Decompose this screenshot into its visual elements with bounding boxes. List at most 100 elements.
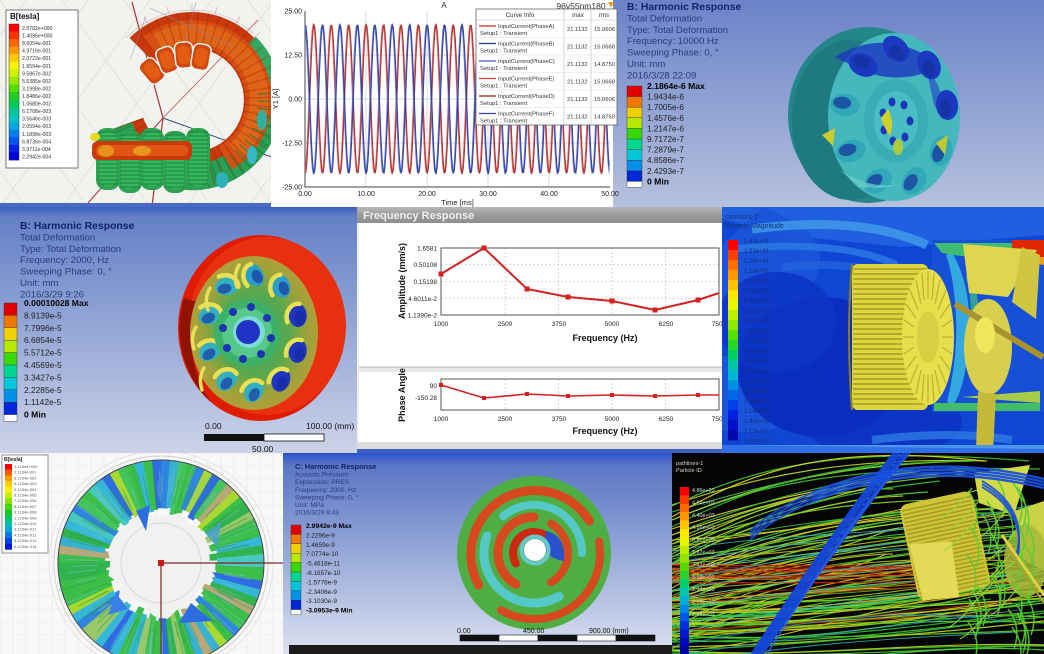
- svg-text:Particle ID: Particle ID: [676, 468, 702, 474]
- svg-text:3.5646e-003: 3.5646e-003: [22, 117, 51, 123]
- svg-text:Unit: mm: Unit: mm: [627, 59, 665, 70]
- svg-text:1.6594e-001: 1.6594e-001: [22, 64, 51, 70]
- svg-text:-150.28: -150.28: [415, 395, 437, 402]
- svg-text:2.5782e+000: 2.5782e+000: [22, 26, 53, 32]
- svg-text:Phase Angle: Phase Angle: [397, 368, 407, 422]
- svg-text:1.1142e-5: 1.1142e-5: [24, 397, 61, 407]
- svg-text:7.83e+00: 7.83e+00: [744, 329, 770, 335]
- svg-text:6250: 6250: [659, 321, 674, 328]
- svg-text:2.0722e-001: 2.0722e-001: [22, 56, 51, 62]
- svg-text:3750: 3750: [552, 321, 567, 328]
- svg-text:1.4659e-9: 1.4659e-9: [306, 542, 335, 549]
- svg-text:21.1132: 21.1132: [567, 62, 588, 68]
- svg-text:450.00: 450.00: [523, 628, 545, 635]
- svg-text:Setup1 : Transient: Setup1 : Transient: [480, 84, 527, 90]
- svg-text:4.16e+03: 4.16e+03: [692, 525, 715, 531]
- svg-text:15.0668: 15.0668: [594, 45, 615, 51]
- svg-text:21.1132: 21.1132: [567, 27, 588, 33]
- svg-text:10.00: 10.00: [357, 191, 375, 198]
- svg-text:-8.1657e-10: -8.1657e-10: [306, 570, 341, 577]
- svg-text:1.42e+00: 1.42e+00: [744, 419, 770, 425]
- svg-text:4.6011e-2: 4.6011e-2: [408, 296, 437, 303]
- svg-text:8.9139e-5: 8.9139e-5: [24, 310, 62, 320]
- svg-text:1.1390e-2: 1.1390e-2: [408, 313, 438, 320]
- svg-text:0.00e+00: 0.00e+00: [744, 439, 770, 445]
- svg-text:9.25e+00: 9.25e+00: [744, 309, 770, 315]
- svg-text:contours-2: contours-2: [725, 214, 758, 221]
- svg-text:14.8750: 14.8750: [594, 62, 615, 68]
- svg-text:2500: 2500: [498, 321, 513, 328]
- svg-text:Frequency (Hz): Frequency (Hz): [572, 333, 637, 343]
- svg-text:7.12e-01: 7.12e-01: [744, 429, 768, 435]
- svg-text:0.50108: 0.50108: [414, 262, 438, 269]
- svg-text:3.67e+03: 3.67e+03: [692, 550, 715, 556]
- svg-text:9.7172e-7: 9.7172e-7: [647, 135, 684, 144]
- svg-text:Amplitude (mm/s): Amplitude (mm/s): [397, 243, 407, 319]
- svg-text:2.94e+03: 2.94e+03: [692, 587, 715, 593]
- svg-text:Frequency: 2000, Hz: Frequency: 2000, Hz: [20, 255, 109, 266]
- svg-text:40.00: 40.00: [540, 191, 558, 198]
- svg-text:7.0774e-10: 7.0774e-10: [306, 551, 339, 558]
- svg-text:3.9711e-004: 3.9711e-004: [22, 147, 51, 153]
- svg-text:9.5867e-002: 9.5867e-002: [22, 71, 51, 77]
- svg-text:0.00: 0.00: [457, 628, 471, 635]
- svg-text:Type: Total Deformation: Type: Total Deformation: [20, 244, 121, 255]
- svg-text:4.1234e-003: 4.1234e-003: [14, 481, 37, 486]
- svg-text:-25.00: -25.00: [282, 185, 302, 192]
- svg-text:2.9942e-9 Max: 2.9942e-9 Max: [306, 523, 352, 530]
- svg-text:3750: 3750: [552, 416, 567, 423]
- svg-text:2016/3/29 9:43: 2016/3/29 9:43: [295, 510, 339, 517]
- svg-text:6.6854e-5: 6.6854e-5: [24, 335, 62, 345]
- svg-text:8.54e+00: 8.54e+00: [744, 319, 770, 325]
- svg-text:15.0668: 15.0668: [594, 80, 615, 86]
- svg-text:Setup1 : Transient: Setup1 : Transient: [480, 101, 527, 107]
- svg-text:21.1132: 21.1132: [567, 97, 588, 103]
- svg-text:15.0606: 15.0606: [594, 27, 615, 33]
- svg-text:0 Min: 0 Min: [24, 410, 46, 420]
- svg-text:2.45e+03: 2.45e+03: [692, 612, 715, 618]
- svg-text:4.40e+03: 4.40e+03: [692, 513, 715, 519]
- svg-text:5000: 5000: [605, 416, 620, 423]
- svg-text:5.1234e-013: 5.1234e-013: [14, 538, 37, 543]
- svg-text:3.91e+03: 3.91e+03: [692, 538, 715, 544]
- svg-text:7.1234e-006: 7.1234e-006: [14, 498, 37, 503]
- svg-text:8.6054e-001: 8.6054e-001: [22, 41, 51, 47]
- svg-text:Sweeping Phase: 0, °: Sweeping Phase: 0, °: [295, 493, 358, 501]
- svg-text:6.8736e-004: 6.8736e-004: [22, 139, 51, 145]
- svg-text:-1.5776e-9: -1.5776e-9: [306, 579, 337, 586]
- svg-text:1.2147e-6: 1.2147e-6: [647, 124, 684, 133]
- svg-text:-3.0953e-9 Min: -3.0953e-9 Min: [306, 608, 352, 615]
- svg-text:6.1234e-014: 6.1234e-014: [14, 544, 37, 549]
- svg-text:3.1234e-011: 3.1234e-011: [14, 527, 37, 532]
- svg-text:1.4095e+000: 1.4095e+000: [22, 34, 53, 40]
- svg-text:14.8750: 14.8750: [594, 115, 615, 121]
- svg-text:Setup1 : Transient: Setup1 : Transient: [480, 66, 527, 72]
- svg-text:2016/3/29 9:26: 2016/3/29 9:26: [20, 289, 84, 300]
- svg-text:2500: 2500: [498, 416, 513, 423]
- svg-text:-5.4618e-11: -5.4618e-11: [306, 561, 340, 568]
- svg-text:90: 90: [430, 383, 438, 390]
- svg-text:6250: 6250: [659, 416, 674, 423]
- svg-text:Total Deformation: Total Deformation: [20, 232, 95, 243]
- svg-text:2.1234e-010: 2.1234e-010: [14, 521, 37, 526]
- svg-text:Frequency (Hz): Frequency (Hz): [572, 426, 637, 436]
- svg-text:1000: 1000: [434, 321, 449, 328]
- svg-text:pathlines-1: pathlines-1: [676, 461, 703, 467]
- svg-text:1.1898e-003: 1.1898e-003: [22, 132, 51, 138]
- svg-text:1.26e+01: 1.26e+01: [744, 259, 770, 265]
- svg-text:2.14e+00: 2.14e+00: [744, 409, 770, 415]
- svg-text:3.42e+03: 3.42e+03: [692, 562, 715, 568]
- svg-text:-2.3406e-9: -2.3406e-9: [306, 589, 337, 596]
- svg-text:Sweeping Phase: 0, °: Sweeping Phase: 0, °: [627, 48, 719, 59]
- svg-text:2.1234e-001: 2.1234e-001: [14, 470, 37, 475]
- svg-text:7.7996e-5: 7.7996e-5: [24, 323, 62, 333]
- svg-text:Unit: MPa: Unit: MPa: [295, 502, 324, 509]
- svg-text:Setup1 : Transient: Setup1 : Transient: [480, 31, 527, 37]
- svg-text:Frequency: 10000 Hz: Frequency: 10000 Hz: [627, 36, 719, 47]
- svg-text:4.98e+00: 4.98e+00: [744, 369, 770, 375]
- svg-text:4.9716e-001: 4.9716e-001: [22, 49, 51, 55]
- svg-text:5.1234e-004: 5.1234e-004: [14, 487, 37, 492]
- svg-text:12.50: 12.50: [284, 53, 302, 60]
- svg-text:Expression: PRES: Expression: PRES: [295, 479, 350, 486]
- svg-text:5.5385e-002: 5.5385e-002: [22, 79, 51, 85]
